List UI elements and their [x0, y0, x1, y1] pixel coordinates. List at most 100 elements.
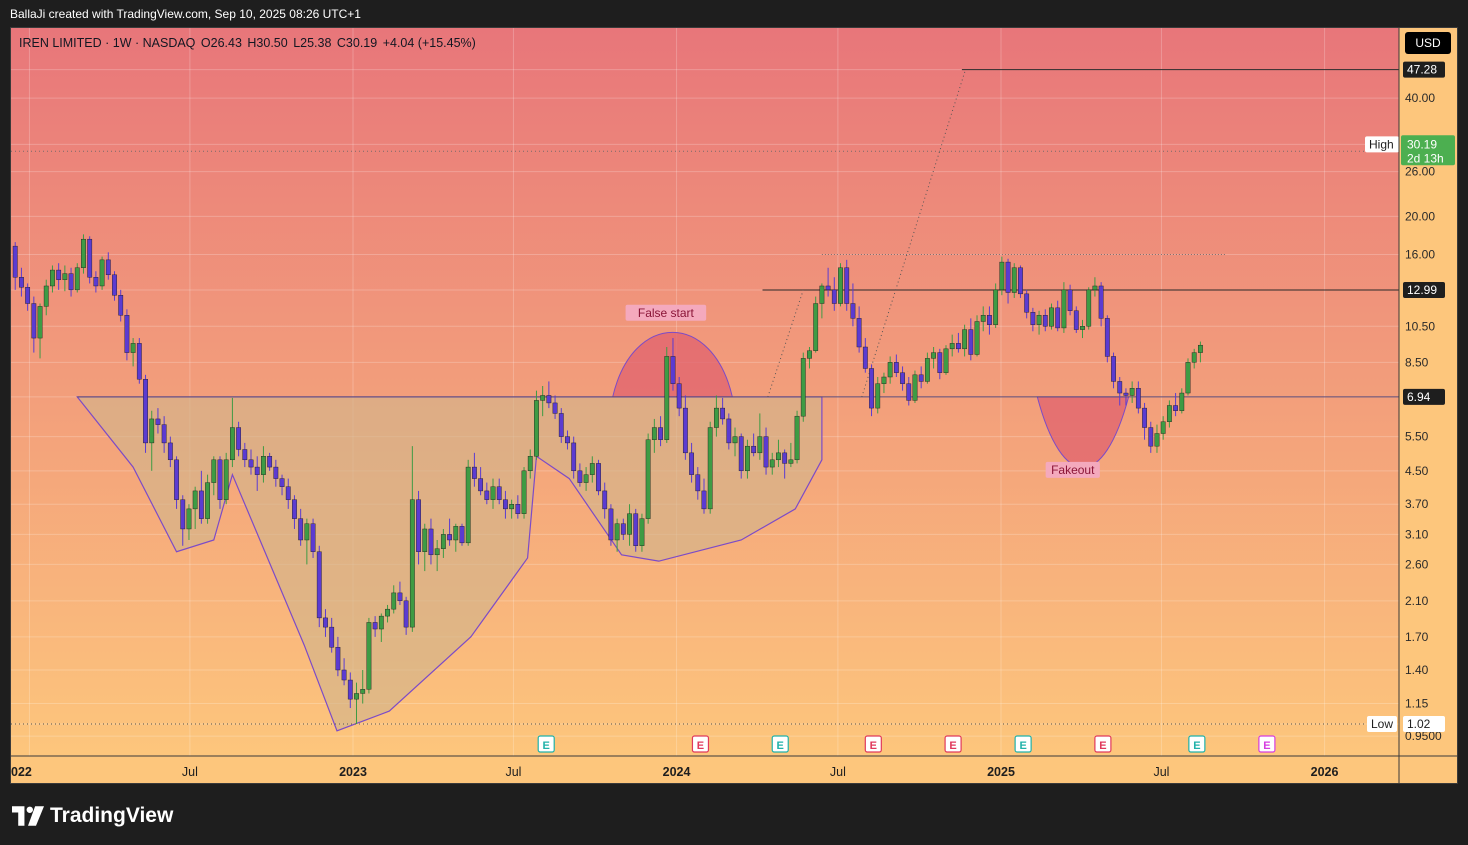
candle-body — [776, 452, 781, 461]
candle-body — [1166, 405, 1172, 422]
candle-body — [937, 352, 943, 373]
candle-body — [980, 315, 986, 322]
candle-body — [87, 238, 93, 278]
chart-panel[interactable]: False start Fakeout E E E E E E E E E 40.00 26.00 20.… — [10, 27, 1458, 784]
candle-body — [503, 499, 508, 510]
time-tick-label: Jul — [182, 765, 198, 779]
candle-body — [1129, 388, 1135, 396]
candle-body — [360, 689, 366, 694]
candle-body — [540, 395, 546, 401]
price-tick-label: 1.15 — [1405, 697, 1429, 711]
candle-body — [838, 267, 843, 304]
candle-body — [118, 294, 124, 316]
candle-body — [341, 669, 347, 681]
candle-body — [434, 548, 440, 556]
price-tick-label: 5.50 — [1405, 430, 1429, 444]
candle-body — [1154, 433, 1160, 447]
candle-body — [428, 528, 434, 556]
price-tick-label: 2.10 — [1405, 594, 1429, 608]
price-tick-label: 4.50 — [1405, 464, 1429, 478]
low-label-bg — [1367, 716, 1397, 732]
candle-body — [267, 456, 273, 468]
earnings-marker-icon — [1014, 735, 1032, 753]
candle-body — [416, 499, 421, 552]
legend-symbol: IREN LIMITED · 1W · NASDAQ — [19, 36, 196, 50]
candle-body — [602, 490, 608, 510]
candle-body — [1055, 307, 1061, 329]
candle-body — [366, 622, 372, 690]
candle-body — [893, 362, 899, 373]
candle-body — [757, 436, 763, 454]
candle-body — [198, 490, 204, 519]
candle-body — [385, 608, 390, 617]
candle-body — [124, 315, 130, 353]
candle-body — [310, 523, 316, 552]
price-tick-label: 1.70 — [1405, 630, 1429, 644]
candle-body — [782, 452, 788, 464]
candle-body — [670, 356, 676, 384]
candle-body — [620, 523, 626, 535]
candle-body — [658, 427, 663, 440]
candle-body — [1092, 285, 1098, 291]
candle-body — [161, 424, 167, 444]
candle-body — [50, 269, 55, 287]
candle-body — [639, 518, 645, 546]
candle-body — [552, 402, 558, 414]
earnings-marker-text: E — [777, 740, 784, 752]
legend-high: H30.50 — [247, 36, 288, 50]
candle-body — [242, 449, 248, 461]
candle-body — [571, 442, 577, 472]
candle-body — [900, 372, 905, 384]
candle-body — [43, 285, 49, 307]
candle-body — [912, 374, 918, 401]
candle-body — [962, 329, 968, 350]
tradingview-logo-icon — [12, 806, 44, 826]
earnings-marker-icon — [864, 735, 882, 753]
candle-body — [720, 407, 726, 420]
candle-body — [496, 486, 502, 500]
candle-body — [1018, 267, 1023, 295]
candle-body — [695, 474, 701, 492]
candle-body — [1098, 285, 1104, 319]
candle-body — [56, 269, 62, 280]
tradingview-brand: TradingView — [12, 804, 173, 828]
time-axis: 022 Jul 2023 Jul 2024 Jul 2025 Jul 2026 — [11, 28, 1457, 783]
candle-body — [676, 383, 682, 409]
price-tick-label: 1.40 — [1405, 663, 1429, 677]
candle-body — [447, 534, 452, 541]
low-label: Low — [1371, 717, 1393, 731]
candle-body — [924, 358, 930, 382]
brand-name: TradingView — [50, 804, 174, 827]
price-tick-label: 2.60 — [1405, 557, 1429, 571]
candle-body — [589, 463, 595, 475]
price-tick-label: 0.9500 — [1405, 729, 1442, 743]
candle-body — [813, 303, 819, 351]
price-tick-label: 3.70 — [1405, 497, 1429, 511]
candle-body — [800, 358, 806, 417]
candle-body — [99, 259, 105, 287]
price-tick-label: 3.10 — [1405, 527, 1429, 541]
candle-body — [751, 445, 757, 454]
candle-body — [596, 463, 601, 492]
candle-body — [1179, 392, 1185, 411]
candle-body — [12, 245, 18, 278]
currency-button[interactable]: USD — [1405, 32, 1451, 54]
candle-body — [186, 508, 192, 530]
candle-body — [155, 418, 161, 425]
candle-body — [112, 274, 117, 296]
legend-open: O26.43 — [200, 36, 242, 50]
candle-body — [993, 289, 999, 325]
candle-body — [248, 459, 254, 468]
candle-body — [93, 277, 99, 287]
time-tick-label: Jul — [1153, 765, 1169, 779]
candle-body — [714, 407, 719, 428]
candle-body — [825, 285, 831, 291]
candle-body — [1185, 362, 1191, 394]
candle-body — [1080, 326, 1085, 330]
level-price-tag — [1403, 282, 1445, 298]
candle-body — [875, 383, 881, 409]
candle-body — [472, 466, 477, 479]
chart-canvas[interactable]: False start Fakeout E E E E E E E E E 40.00 26.00 20.… — [11, 28, 1458, 784]
candle-body — [1086, 289, 1092, 327]
candle-body — [1005, 261, 1011, 293]
